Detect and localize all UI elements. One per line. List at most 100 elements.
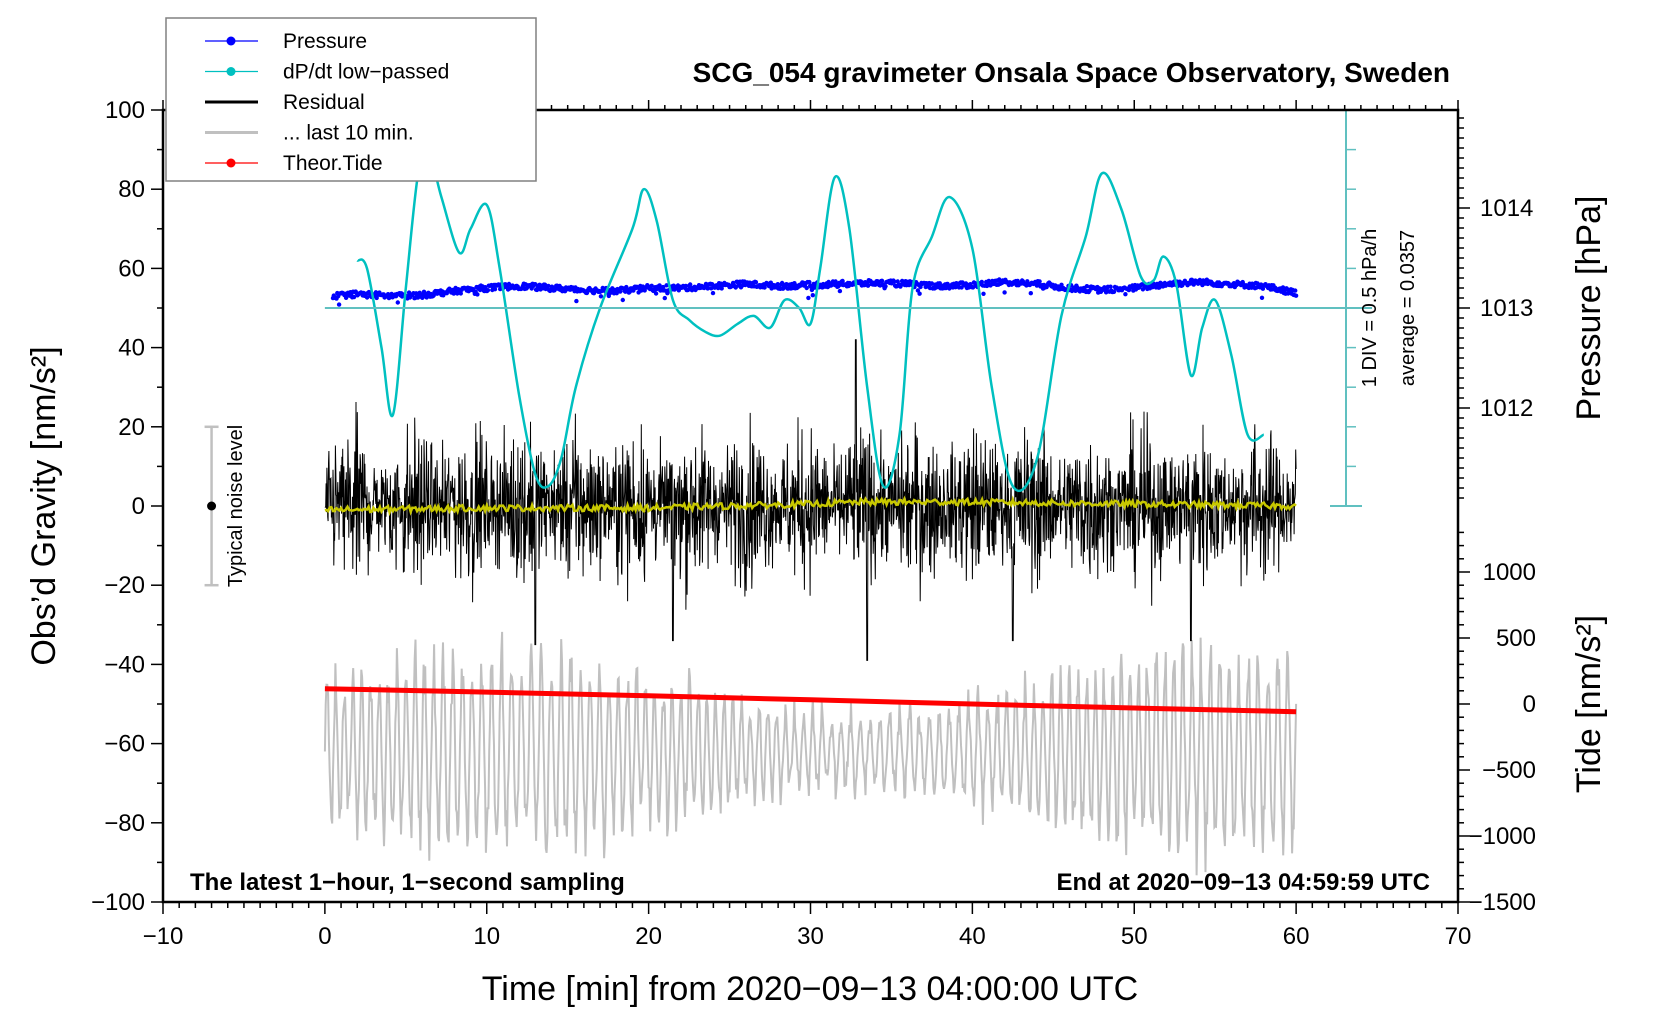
pressure-point	[483, 285, 488, 290]
pressure-point	[364, 295, 370, 300]
pressure-point	[620, 297, 625, 303]
pressure-point	[840, 278, 845, 284]
y-tick-label: −80	[104, 810, 145, 837]
legend-swatch-dot	[226, 67, 236, 76]
scale-bar-average: average = 0.0357	[1397, 230, 1419, 386]
residual-smoothed-series	[324, 495, 1297, 517]
pressure-point	[664, 283, 669, 288]
tide-tick-label: 1000	[1483, 559, 1536, 586]
legend-label: Pressure	[283, 30, 367, 53]
pressure-point	[1037, 279, 1042, 284]
residual-smoothed-line	[324, 495, 1297, 517]
y-tick-label: 0	[132, 493, 145, 520]
legend-swatch-dot	[226, 36, 236, 46]
y-tick-label: −60	[104, 731, 145, 758]
pressure-point	[1259, 295, 1265, 300]
x-tick-label: 40	[959, 923, 986, 950]
y-axis-title-tide: Tide [nm/s²]	[1570, 615, 1608, 793]
pressure-point	[986, 278, 991, 284]
pressure-point	[336, 302, 342, 307]
pressure-point	[395, 300, 400, 305]
legend-label: Residual	[283, 91, 365, 114]
pressure-tick-label: 1014	[1480, 195, 1533, 222]
pressure-point	[598, 294, 604, 299]
pressure-point	[351, 294, 357, 300]
pressure-point	[753, 280, 759, 285]
pressure-point	[660, 284, 666, 290]
x-tick-label: 50	[1121, 923, 1148, 950]
end-time-note: End at 2020−09−13 04:59:59 UTC	[1056, 869, 1430, 896]
pressure-point	[662, 295, 667, 301]
pressure-point	[475, 292, 480, 297]
tide-tick-label: 500	[1496, 625, 1536, 652]
legend-swatch-dot	[226, 158, 236, 168]
legend-box	[165, 17, 537, 182]
pressure-point	[981, 291, 986, 296]
y-tick-label: −40	[104, 651, 145, 678]
pressure-point	[533, 282, 538, 287]
pressure-point	[1293, 288, 1298, 293]
y-tick-label: 20	[118, 414, 145, 441]
pressure-point	[688, 282, 693, 287]
y-tick-label: 100	[105, 97, 145, 124]
y-tick-label: −100	[91, 889, 145, 916]
dpdt-line	[356, 152, 1265, 493]
pressure-point	[883, 284, 888, 289]
y-tick-label: −20	[104, 572, 145, 599]
pressure-point	[895, 279, 900, 284]
legend-label: dP/dt low−passed	[283, 61, 449, 84]
pressure-point	[810, 293, 815, 298]
x-tick-label: 0	[318, 923, 331, 950]
last-10-min-series	[323, 631, 1298, 876]
pressure-point	[710, 290, 716, 296]
theor-tide-series	[324, 686, 1297, 715]
tide-tick-label: −500	[1482, 757, 1536, 784]
dpdt-series	[324, 152, 1372, 493]
noise-level-indicator	[204, 425, 219, 587]
pressure-point	[929, 281, 935, 286]
y-tick-label: 60	[118, 255, 145, 282]
x-tick-label: 60	[1283, 923, 1310, 950]
pressure-tick-label: 1013	[1480, 295, 1533, 322]
x-tick-label: −10	[143, 923, 184, 950]
pressure-point	[653, 291, 659, 296]
tide-tick-label: −1000	[1469, 823, 1536, 850]
pressure-tick-label: 1012	[1480, 395, 1533, 422]
pressure-point	[804, 285, 809, 291]
legend-item: dP/dt low−passed	[205, 61, 449, 84]
pressure-point	[1293, 293, 1299, 298]
noise-center-dot	[207, 501, 217, 511]
pressure-point	[458, 291, 463, 296]
legend-item: Pressure	[205, 30, 367, 53]
pressure-point	[807, 279, 812, 285]
pressure-point	[574, 298, 579, 304]
pressure-point	[806, 295, 811, 301]
x-tick-label: 10	[473, 923, 500, 950]
pressure-point	[546, 283, 551, 289]
tide-tick-label: −1500	[1469, 889, 1536, 916]
pressure-point	[1002, 290, 1007, 295]
legend: Pressure dP/dt low−passed Residual ... last…	[165, 17, 537, 182]
pressure-point	[492, 287, 498, 292]
pressure-point	[1280, 285, 1286, 290]
pressure-point	[1084, 284, 1090, 289]
pressure-point	[343, 295, 349, 300]
pressure-point	[979, 279, 984, 285]
x-tick-label: 70	[1445, 923, 1472, 950]
pressure-point	[683, 283, 688, 289]
pressure-point	[892, 279, 897, 284]
pressure-point	[705, 286, 710, 291]
legend-item: Theor.Tide	[205, 152, 383, 175]
pressure-point	[455, 291, 460, 296]
scale-bar-label: 1 DIV = 0.5 hPa/h	[1359, 229, 1381, 387]
pressure-point	[485, 288, 491, 293]
legend-label: ... last 10 min.	[283, 122, 414, 145]
pressure-point	[649, 283, 654, 288]
noise-level-label: Typical noise level	[225, 425, 247, 587]
theor-tide-line	[324, 686, 1297, 715]
x-axis-title: Time [min] from 2020−09−13 04:00:00 UTC	[482, 970, 1138, 1008]
x-tick-label: 30	[797, 923, 824, 950]
x-tick-label: 20	[635, 923, 662, 950]
pressure-point	[775, 282, 780, 287]
